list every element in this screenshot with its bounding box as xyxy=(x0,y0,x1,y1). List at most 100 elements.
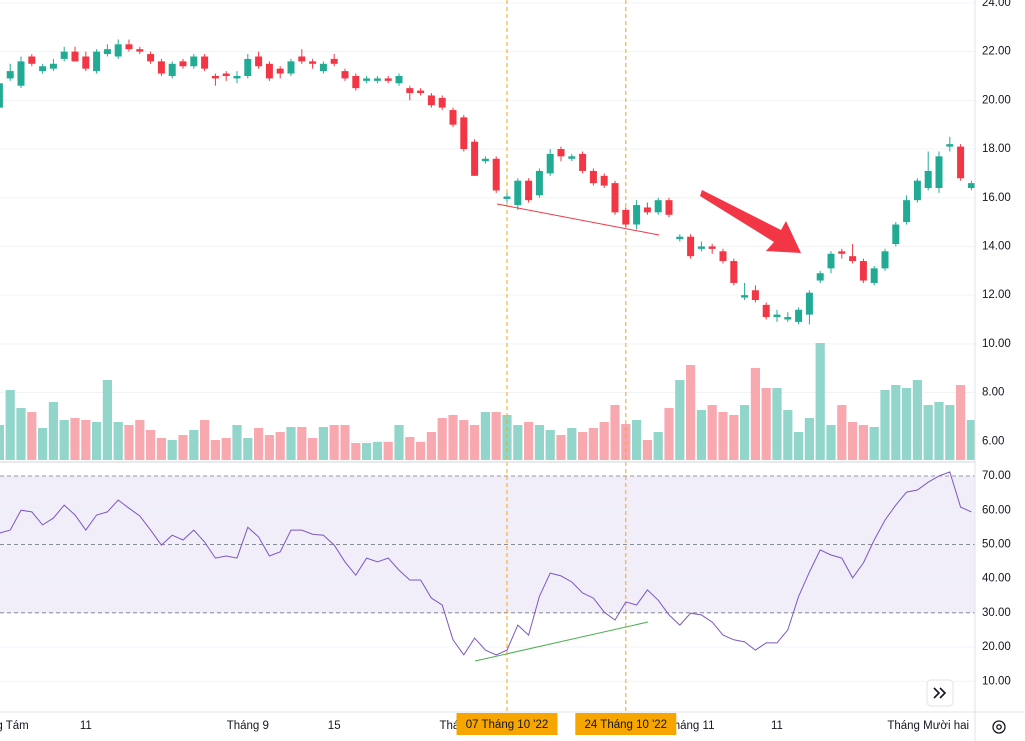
gear-inner[interactable] xyxy=(996,724,1002,730)
candle-body xyxy=(384,78,392,81)
volume-bar xyxy=(416,442,426,460)
x-tick-label: Tháng 11 xyxy=(667,720,715,732)
candle-body xyxy=(233,75,241,79)
volume-bar xyxy=(686,365,696,460)
candle-body xyxy=(49,63,57,69)
candle-body xyxy=(71,51,79,62)
x-tick-label: Tháng Mười hai xyxy=(887,720,969,732)
volume-bar xyxy=(848,422,858,460)
volume-bar xyxy=(340,425,350,460)
volume-bar xyxy=(254,428,264,460)
candle-body xyxy=(28,56,36,64)
candle-body xyxy=(665,200,673,215)
volume-bar xyxy=(167,440,177,460)
volume-bar xyxy=(956,385,966,460)
background-layer xyxy=(0,2,975,682)
rsi-tick-label: 70.00 xyxy=(982,470,1011,482)
volume-bar xyxy=(513,425,523,460)
candle-body xyxy=(600,175,608,186)
candle-body xyxy=(125,44,133,50)
volume-bar xyxy=(178,435,188,460)
volume-bar xyxy=(92,422,102,460)
candle-body xyxy=(114,44,122,57)
scroll-icon[interactable] xyxy=(933,687,947,699)
volume-bar xyxy=(923,405,933,460)
volume-bar xyxy=(297,427,307,460)
candle-body xyxy=(17,61,25,86)
candle-body xyxy=(946,144,954,147)
settings-button[interactable] xyxy=(992,720,1006,734)
candle-body xyxy=(568,156,576,159)
volume-bar xyxy=(902,388,912,460)
candle-body xyxy=(741,295,749,298)
volume-bar xyxy=(102,380,112,460)
candle-body xyxy=(719,251,727,262)
candle-body xyxy=(373,78,381,81)
candle-body xyxy=(395,75,403,84)
candle-body xyxy=(687,236,695,257)
volume-bar xyxy=(761,388,771,460)
crosshair-label-text: 07 Tháng 10 '22 xyxy=(466,719,549,731)
candle-body xyxy=(795,309,803,322)
candle-body xyxy=(363,78,371,81)
volume-bar xyxy=(426,432,436,460)
volume-bar xyxy=(858,425,868,460)
candle-body xyxy=(503,196,511,199)
crosshair-label-bg xyxy=(575,713,677,735)
candle-body xyxy=(427,95,435,106)
volume-bar xyxy=(912,380,922,460)
candle-body xyxy=(784,317,792,320)
candle-body xyxy=(859,261,867,281)
volume-bar xyxy=(221,438,231,460)
candle-body xyxy=(654,200,662,213)
candle-body xyxy=(525,180,533,201)
volume-bar xyxy=(556,435,566,460)
volume-bar xyxy=(718,412,728,460)
price-tick-label: 8.00 xyxy=(982,387,1004,399)
volume-bar xyxy=(243,438,253,460)
volume-bar xyxy=(372,442,382,460)
volume-bar xyxy=(448,415,458,460)
candle-body xyxy=(697,246,705,249)
volume-bar xyxy=(696,410,706,460)
candle-body xyxy=(730,261,738,283)
volume-bar xyxy=(804,418,814,460)
rsi-tick-label: 30.00 xyxy=(982,607,1011,619)
volume-bar xyxy=(459,420,469,460)
candle-body xyxy=(481,158,489,162)
candle-body xyxy=(881,251,889,269)
candle-body xyxy=(676,236,684,240)
price-trendline xyxy=(496,203,660,236)
candle-body xyxy=(557,149,565,157)
candle-body xyxy=(805,292,813,315)
crosshair-label: 07 Tháng 10 '22 xyxy=(456,713,558,735)
volume-bar xyxy=(632,420,642,460)
scroll-button[interactable] xyxy=(926,679,954,707)
volume-bar xyxy=(437,418,447,460)
candle-body xyxy=(222,73,230,76)
candle-body xyxy=(967,183,975,188)
volume-bar xyxy=(707,405,717,460)
price-tick-label: 10.00 xyxy=(982,338,1011,350)
candle-body xyxy=(352,75,360,89)
volume-bar xyxy=(286,427,296,460)
x-tick-label: 11 xyxy=(771,720,783,732)
gear-outer[interactable] xyxy=(992,720,1006,734)
crosshair-label: 24 Tháng 10 '22 xyxy=(575,713,677,735)
candle-body xyxy=(827,253,835,269)
candle-body xyxy=(0,83,3,108)
volume-bar xyxy=(740,405,750,460)
plot-layer xyxy=(0,0,975,712)
rsi-tick-label: 10.00 xyxy=(982,675,1011,687)
candle-body xyxy=(406,88,414,94)
volume-bar xyxy=(837,405,847,460)
candle-body xyxy=(492,158,500,191)
x-tick-label: 11 xyxy=(80,720,92,732)
volume-bar xyxy=(664,408,674,460)
volume-bar xyxy=(653,432,663,460)
volume-bar xyxy=(210,440,220,460)
candle-body xyxy=(82,56,90,69)
volume-bar xyxy=(383,442,393,460)
candle-body xyxy=(417,90,425,94)
